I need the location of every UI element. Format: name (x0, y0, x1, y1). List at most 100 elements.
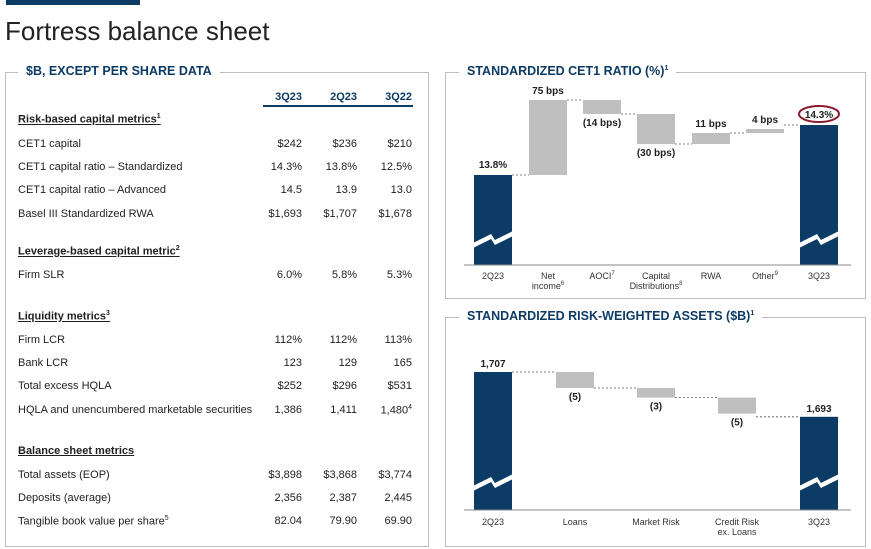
category-label: 3Q23 (808, 517, 830, 527)
metric-label: Total excess HQLA (18, 380, 112, 392)
category-label: Distributions8 (630, 281, 684, 291)
metric-value: 6.0% (276, 269, 302, 281)
footnote-marker: 4 (408, 404, 412, 411)
data-label: 75 bps (532, 86, 564, 97)
category-label: Credit Risk (715, 517, 760, 527)
category-label: 2Q23 (482, 517, 504, 527)
metric-label: Tangible book value per share5 (18, 515, 169, 528)
metric-value: 2,445 (384, 492, 412, 504)
metric-label: Bank LCR (18, 357, 69, 369)
data-label: 14.3% (805, 110, 833, 121)
metric-value: 112% (329, 334, 357, 346)
cet1-waterfall-chart: 13.8% 75 bps (14 bps) (30 bps) 11 bps 4 bps 14… (464, 86, 851, 291)
metric-value: 14.5 (280, 184, 302, 196)
change-bar (529, 100, 567, 175)
page-title: Fortress balance sheet (5, 16, 270, 46)
change-bar (746, 129, 784, 133)
metric-label: CET1 capital (18, 138, 81, 150)
metric-value: 82.04 (274, 515, 302, 527)
footnote-marker: 3 (106, 310, 110, 317)
metric-value: 123 (283, 357, 302, 369)
category-label: 2Q23 (482, 271, 504, 281)
cet1-title-text: STANDARDIZED CET1 RATIO (%) (467, 64, 665, 78)
metric-value: 129 (338, 357, 357, 369)
metric-value: $210 (387, 138, 412, 150)
footnote-marker: 2 (175, 245, 180, 252)
category-label: Market Risk (632, 517, 680, 527)
metric-value: 112% (274, 334, 302, 346)
highlight-ring (798, 105, 840, 123)
metric-value: $236 (332, 138, 357, 150)
change-bar (583, 100, 621, 114)
category-label: income6 (532, 281, 565, 291)
change-bar (718, 397, 756, 414)
metric-value: $296 (332, 380, 357, 392)
metric-value: $3,774 (378, 469, 412, 481)
metric-label: Firm SLR (18, 269, 65, 281)
metric-value: 12.5% (380, 161, 412, 173)
data-label: (30 bps) (637, 148, 675, 159)
metric-value: $242 (277, 138, 302, 150)
metric-value: $3,868 (323, 469, 357, 481)
metrics-panel-title: $B, EXCEPT PER SHARE DATA (18, 64, 220, 78)
metric-value: 69.90 (384, 515, 412, 527)
metric-value: 5.8% (331, 269, 357, 281)
category-label: 3Q23 (808, 271, 830, 281)
category-label: Other9 (752, 271, 779, 281)
metric-value: 1,386 (274, 404, 302, 416)
data-label: (3) (650, 402, 662, 413)
total-bar (474, 175, 512, 265)
rwa-panel-title: STANDARDIZED RISK-WEIGHTED ASSETS ($B)1 (459, 309, 763, 323)
metric-label: Total assets (EOP) (18, 469, 110, 481)
category-label: ex. Loans (717, 527, 757, 537)
rwa-title-text: STANDARDIZED RISK-WEIGHTED ASSETS ($B) (467, 309, 751, 323)
data-label: 13.8% (479, 160, 507, 171)
section-heading: Risk-based capital metrics1 (18, 113, 161, 126)
footnote-marker: 5 (164, 515, 169, 522)
footnote-marker: 1 (156, 113, 161, 120)
metric-value: 14.3% (270, 161, 302, 173)
metric-label: CET1 capital ratio – Standardized (18, 161, 183, 173)
metric-value: 13.8% (325, 161, 357, 173)
category-label: RWA (701, 271, 722, 281)
metric-value: 13.9 (335, 184, 357, 196)
axis-break-mark (799, 474, 839, 491)
metric-value: 113% (384, 334, 412, 346)
metric-value: 2,387 (329, 492, 357, 504)
section-heading: Liquidity metrics3 (18, 310, 110, 323)
change-bar (637, 114, 675, 144)
column-header-2Q23: 2Q23 (330, 91, 357, 103)
column-header-3Q23: 3Q23 (275, 91, 302, 103)
metric-value: $531 (387, 380, 412, 392)
metric-label: Basel III Standardized RWA (18, 208, 154, 220)
column-header-3Q22: 3Q22 (385, 91, 412, 103)
category-label: Net (541, 271, 556, 281)
data-label: 1,707 (480, 359, 505, 370)
category-label: Loans (563, 517, 588, 527)
metric-value: 1,4804 (380, 404, 412, 417)
axis-break-mark (473, 474, 513, 491)
data-label: 1,693 (806, 404, 831, 415)
rwa-title-note: 1 (750, 309, 755, 317)
axis-break-mark (473, 231, 513, 248)
metric-label: HQLA and unencumbered marketable securit… (18, 404, 253, 416)
data-label: 11 bps (695, 119, 727, 130)
rwa-waterfall-chart: 1,707 (5) (3) (5) 1,693 2Q23 Loans Market Risk C… (464, 359, 851, 537)
change-bar (637, 388, 675, 398)
data-label: (5) (569, 392, 581, 403)
total-bar (800, 416, 838, 510)
category-label: AOCI7 (589, 271, 615, 281)
cet1-title-note: 1 (664, 64, 669, 72)
metric-label: Firm LCR (18, 334, 66, 346)
axis-break-mark (799, 231, 839, 248)
title-accent-bar (6, 0, 140, 5)
section-heading: Balance sheet metrics (18, 445, 135, 457)
data-label: 4 bps (752, 115, 779, 126)
metric-value: 165 (393, 357, 412, 369)
metric-value: 2,356 (274, 492, 302, 504)
metric-value: 79.90 (329, 515, 357, 527)
data-label: (5) (731, 418, 743, 429)
header-rule (263, 105, 413, 107)
total-bar (474, 372, 512, 510)
metric-label: CET1 capital ratio – Advanced (18, 184, 166, 196)
